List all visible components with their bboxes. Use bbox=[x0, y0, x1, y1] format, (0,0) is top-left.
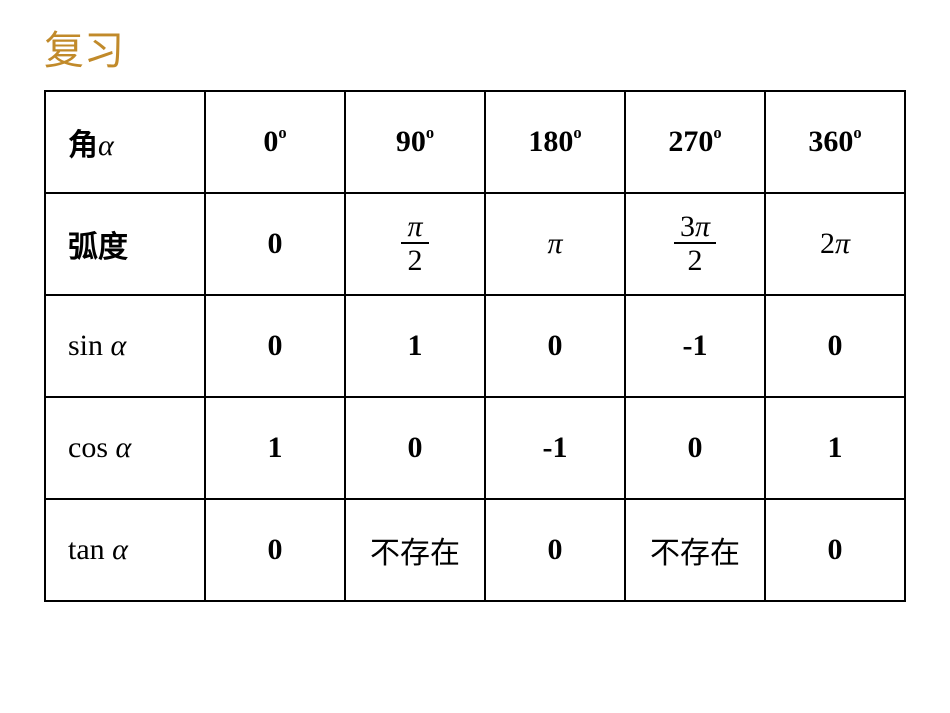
table-cell: 270o bbox=[625, 91, 765, 193]
degree-value: 270o bbox=[668, 125, 721, 158]
cell-value: 0 bbox=[828, 329, 843, 362]
page-title: 复习 bbox=[44, 18, 124, 76]
cell-value: 不存在 bbox=[370, 537, 460, 570]
table-cell: 1 bbox=[345, 295, 485, 397]
table-cell: 不存在 bbox=[625, 499, 765, 601]
row-header-label: tan α bbox=[68, 533, 128, 566]
table-row: tan α 0 不存在 0 不存在 0 bbox=[45, 499, 905, 601]
trig-values-table: 角α 0o 90o 180o 270o 360o 弧度 0 π 2 π bbox=[44, 90, 906, 602]
table-cell: 1 bbox=[205, 397, 345, 499]
table-row: sin α 0 1 0 -1 0 bbox=[45, 295, 905, 397]
cell-value: -1 bbox=[543, 431, 568, 464]
cell-value: 1 bbox=[268, 431, 283, 464]
degree-value: 180o bbox=[528, 125, 581, 158]
table-cell: 0 bbox=[625, 397, 765, 499]
degree-value: 360o bbox=[808, 125, 861, 158]
table-cell: -1 bbox=[485, 397, 625, 499]
table-cell: 3π 2 bbox=[625, 193, 765, 295]
fraction-num: 3π bbox=[674, 212, 716, 244]
page: 复习 角α 0o 90o 180o 270o 360o 弧度 0 π 2 bbox=[0, 0, 950, 713]
cell-value: 0 bbox=[828, 533, 843, 566]
table-row: cos α 1 0 -1 0 1 bbox=[45, 397, 905, 499]
row-header-label: sin α bbox=[68, 329, 126, 362]
table-cell: 2π bbox=[765, 193, 905, 295]
row-header-tan: tan α bbox=[45, 499, 205, 601]
table-cell: 360o bbox=[765, 91, 905, 193]
table-cell: 0 bbox=[765, 499, 905, 601]
table-cell: -1 bbox=[625, 295, 765, 397]
table-row: 角α 0o 90o 180o 270o 360o bbox=[45, 91, 905, 193]
table-cell: 不存在 bbox=[345, 499, 485, 601]
cell-value: 1 bbox=[828, 431, 843, 464]
table-cell: 0 bbox=[205, 499, 345, 601]
fraction-num: π bbox=[401, 212, 428, 244]
row-header-radian: 弧度 bbox=[45, 193, 205, 295]
alpha-symbol: α bbox=[98, 129, 114, 162]
row-header-cos: cos α bbox=[45, 397, 205, 499]
row-header-label: 弧度 bbox=[68, 231, 128, 264]
fraction-den: 2 bbox=[674, 244, 716, 276]
table-cell: π 2 bbox=[345, 193, 485, 295]
fraction-den: 2 bbox=[401, 244, 428, 276]
degree-value: 0o bbox=[263, 125, 286, 158]
row-header-label: cos α bbox=[68, 431, 131, 464]
row-header-label: 角 bbox=[68, 129, 98, 162]
row-header-sin: sin α bbox=[45, 295, 205, 397]
table-cell: 0 bbox=[205, 193, 345, 295]
table-cell: 1 bbox=[765, 397, 905, 499]
cell-value: -1 bbox=[683, 329, 708, 362]
degree-value: 90o bbox=[396, 125, 434, 158]
cell-value: π bbox=[547, 227, 562, 260]
cell-value: 0 bbox=[268, 227, 283, 260]
table-cell: 0 bbox=[205, 295, 345, 397]
table-cell: 0 bbox=[485, 499, 625, 601]
cell-value: 0 bbox=[548, 533, 563, 566]
table-cell: 0 bbox=[765, 295, 905, 397]
cell-value: 0 bbox=[268, 329, 283, 362]
table-cell: 0o bbox=[205, 91, 345, 193]
table-cell: π bbox=[485, 193, 625, 295]
cell-value: 1 bbox=[408, 329, 423, 362]
table-row: 弧度 0 π 2 π 3π 2 2π bbox=[45, 193, 905, 295]
row-header-angle: 角α bbox=[45, 91, 205, 193]
cell-value: 2π bbox=[820, 227, 850, 260]
cell-value: 不存在 bbox=[650, 537, 740, 570]
table-cell: 0 bbox=[345, 397, 485, 499]
fraction: 3π 2 bbox=[674, 212, 716, 276]
fraction: π 2 bbox=[401, 212, 428, 276]
cell-value: 0 bbox=[268, 533, 283, 566]
cell-value: 0 bbox=[688, 431, 703, 464]
table-cell: 90o bbox=[345, 91, 485, 193]
cell-value: 0 bbox=[408, 431, 423, 464]
cell-value: 0 bbox=[548, 329, 563, 362]
table-cell: 180o bbox=[485, 91, 625, 193]
table-cell: 0 bbox=[485, 295, 625, 397]
